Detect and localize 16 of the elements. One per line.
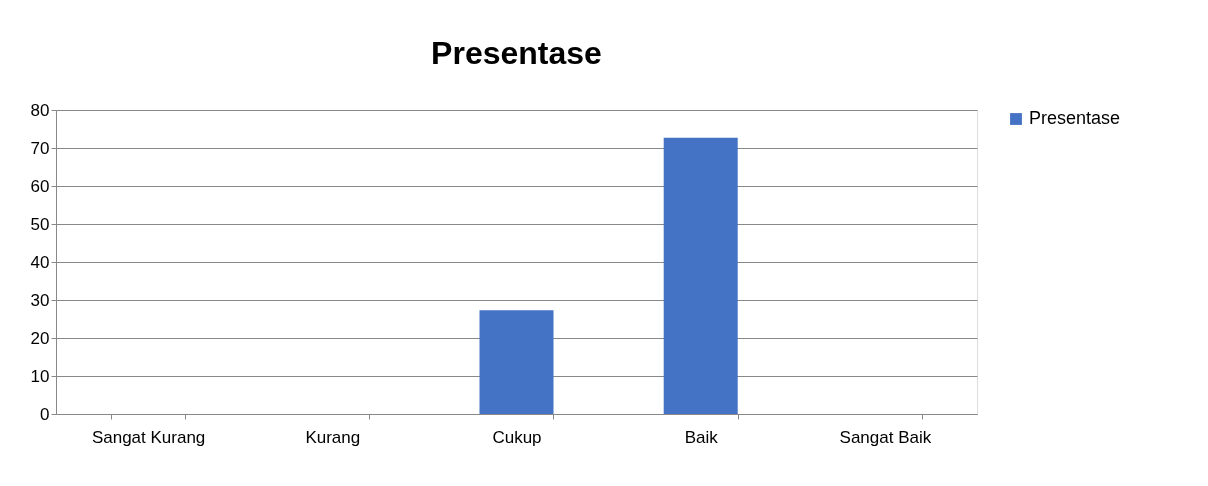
y-tick-label: 10 xyxy=(30,366,50,386)
y-tick-label: 30 xyxy=(30,290,50,310)
y-tick-label: 80 xyxy=(30,100,50,120)
y-tick-label: 60 xyxy=(30,176,50,196)
x-tick-label: Sangat Kurang xyxy=(91,427,206,447)
chart-title: Presentase xyxy=(431,35,602,71)
x-tick-label: Sangat Baik xyxy=(839,427,932,447)
x-tick-label: Baik xyxy=(684,427,719,447)
y-tick-label: 70 xyxy=(30,138,50,158)
y-tick-label: 0 xyxy=(40,404,50,424)
x-tick-label: Kurang xyxy=(305,427,361,447)
y-tick-label: 50 xyxy=(30,214,50,234)
y-tick-label: 40 xyxy=(30,252,50,272)
y-tick-label: 20 xyxy=(30,328,50,348)
legend-label: Presentase xyxy=(1029,108,1121,128)
x-tick-label: Cukup xyxy=(492,427,542,447)
